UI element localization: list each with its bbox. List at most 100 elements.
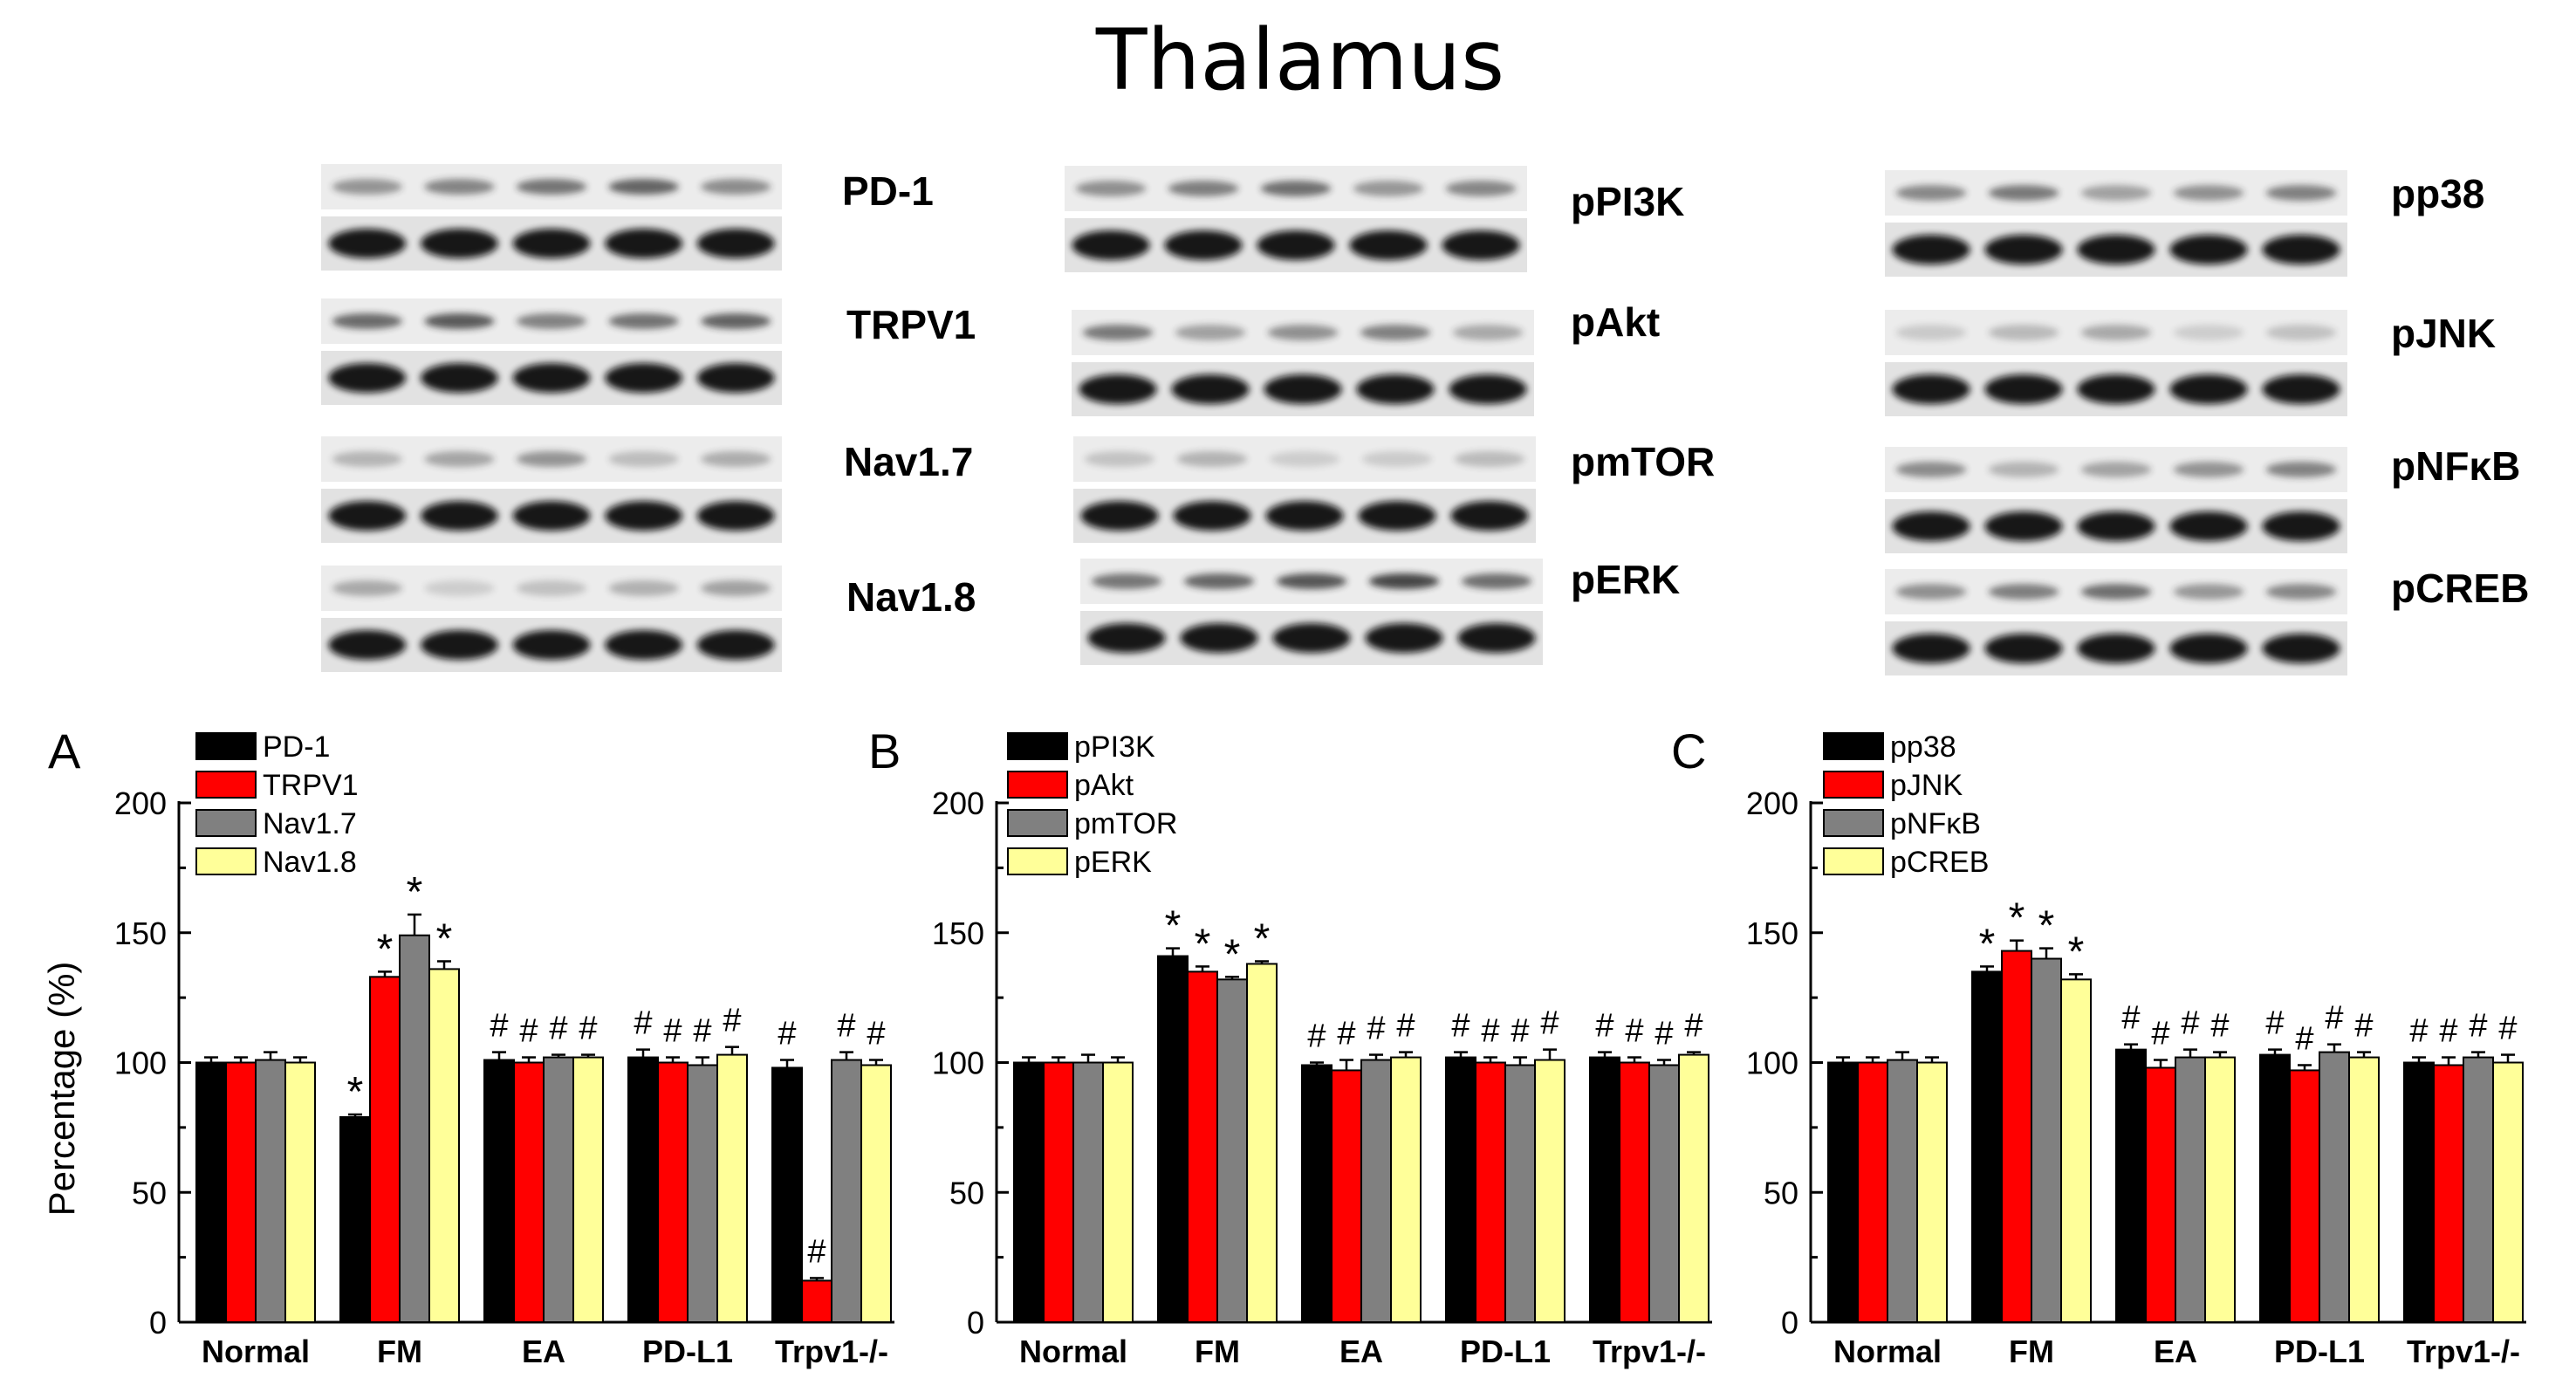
significance-hash: # bbox=[778, 1016, 796, 1053]
legend-label: TRPV1 bbox=[263, 769, 359, 802]
y-tick-label: 200 bbox=[932, 785, 984, 821]
significance-star: * bbox=[1979, 921, 1996, 967]
y-tick-label: 50 bbox=[132, 1175, 167, 1210]
bar bbox=[831, 1059, 862, 1324]
legend-swatch bbox=[1823, 847, 1884, 875]
blot-band bbox=[701, 179, 771, 195]
blot-band-loading bbox=[1072, 230, 1150, 260]
significance-hash: # bbox=[1451, 1008, 1470, 1045]
bar bbox=[860, 1064, 892, 1323]
y-tick-label: 50 bbox=[949, 1175, 984, 1210]
blot-band-loading bbox=[1349, 230, 1428, 260]
legend-label: Nav1.8 bbox=[263, 846, 357, 879]
bar bbox=[771, 1066, 803, 1323]
blot-label: TRPV1 bbox=[846, 302, 976, 347]
significance-hash: # bbox=[1511, 1013, 1529, 1050]
bar bbox=[1827, 1061, 1859, 1323]
bar bbox=[543, 1056, 574, 1324]
blot-band-loading bbox=[1892, 634, 1970, 663]
legend-swatch bbox=[195, 732, 257, 760]
blot-band-loading bbox=[696, 501, 775, 531]
significance-hash: # bbox=[1481, 1013, 1499, 1050]
bar bbox=[2492, 1061, 2524, 1323]
blot-2: Nav1.7 bbox=[321, 436, 973, 543]
legend-label: pAkt bbox=[1074, 769, 1134, 802]
significance-star: * bbox=[1224, 931, 1241, 977]
blot-9: pJNK bbox=[1885, 310, 2496, 416]
blot-band-loading bbox=[421, 229, 498, 258]
blot-band bbox=[2080, 584, 2152, 600]
bar bbox=[483, 1059, 515, 1324]
blot-band-loading bbox=[512, 501, 591, 531]
legend-label: pmTOR bbox=[1074, 807, 1177, 840]
blot-band-loading bbox=[1450, 501, 1529, 531]
bar bbox=[255, 1059, 286, 1324]
y-axis-label: Percentage (%) bbox=[41, 962, 82, 1217]
blot-band-loading bbox=[1080, 501, 1159, 531]
x-tick-label: PD-L1 bbox=[2274, 1334, 2365, 1369]
blot-band bbox=[516, 313, 587, 329]
blot-band bbox=[1452, 325, 1524, 340]
blot-band bbox=[701, 451, 771, 467]
blot-band bbox=[1084, 451, 1155, 467]
bar bbox=[2175, 1056, 2206, 1324]
blot-band bbox=[1360, 325, 1431, 340]
y-tick-label: 100 bbox=[932, 1046, 984, 1081]
panel-letter: C bbox=[1671, 723, 1706, 778]
blot-band bbox=[1168, 181, 1239, 196]
bar bbox=[2060, 978, 2092, 1324]
legend-label: Nav1.7 bbox=[263, 807, 357, 840]
blot-band bbox=[1895, 185, 1967, 201]
significance-hash: # bbox=[1625, 1013, 1643, 1050]
blot-band-loading bbox=[1272, 623, 1351, 653]
blot-band bbox=[1260, 181, 1332, 196]
bar bbox=[1043, 1061, 1074, 1323]
blot-band bbox=[2080, 325, 2152, 340]
y-tick-label: 100 bbox=[114, 1046, 167, 1081]
blot-band bbox=[1175, 325, 1246, 340]
significance-hash: # bbox=[2265, 1005, 2284, 1042]
blot-band bbox=[2265, 185, 2337, 201]
blot-band-loading bbox=[1457, 623, 1536, 653]
significance-hash: # bbox=[2469, 1008, 2487, 1045]
blot-band-loading bbox=[328, 501, 407, 531]
bar bbox=[1301, 1064, 1333, 1323]
blot-label: pmTOR bbox=[1571, 439, 1715, 484]
blot-band bbox=[1368, 573, 1440, 589]
blot-band bbox=[1276, 573, 1347, 589]
bar bbox=[572, 1056, 604, 1324]
significance-hash: # bbox=[2498, 1011, 2517, 1047]
significance-star: * bbox=[1165, 903, 1182, 950]
chart-panel-B: B 0 50 100 150 200 Normal FM * * * * EA # # # # PD-L1 # # # #… bbox=[868, 723, 1712, 1369]
blot-band bbox=[516, 580, 587, 596]
bar bbox=[225, 1061, 257, 1323]
blot-band-loading bbox=[1892, 374, 1970, 404]
significance-hash: # bbox=[1540, 1005, 1559, 1042]
significance-hash: # bbox=[2354, 1008, 2373, 1045]
blot-band-loading bbox=[1449, 374, 1527, 404]
blot-band-loading bbox=[1180, 623, 1258, 653]
x-tick-label: PD-L1 bbox=[1460, 1334, 1551, 1369]
blot-band bbox=[701, 313, 771, 329]
blot-3: Nav1.8 bbox=[321, 566, 976, 672]
y-tick-label: 150 bbox=[1746, 915, 1798, 951]
significance-star: * bbox=[377, 926, 394, 972]
blot-band-loading bbox=[2169, 374, 2248, 404]
legend-swatch bbox=[195, 771, 257, 799]
blot-band-loading bbox=[1984, 634, 2063, 663]
significance-hash: # bbox=[1655, 1016, 1673, 1053]
bar bbox=[1916, 1061, 1948, 1323]
blot-band bbox=[1269, 451, 1340, 467]
legend-swatch bbox=[1007, 809, 1068, 837]
x-tick-label: FM bbox=[2009, 1334, 2054, 1369]
blot-band-loading bbox=[512, 229, 591, 258]
blot-band bbox=[1267, 325, 1339, 340]
bar bbox=[1072, 1061, 1104, 1323]
legend-swatch bbox=[1007, 771, 1068, 799]
blot-band bbox=[608, 313, 679, 329]
blot-band-loading bbox=[2169, 511, 2248, 541]
significance-hash: # bbox=[2409, 1013, 2428, 1050]
blot-band-loading bbox=[512, 363, 591, 393]
significance-hash: # bbox=[2325, 1000, 2343, 1037]
bar bbox=[1504, 1064, 1536, 1323]
